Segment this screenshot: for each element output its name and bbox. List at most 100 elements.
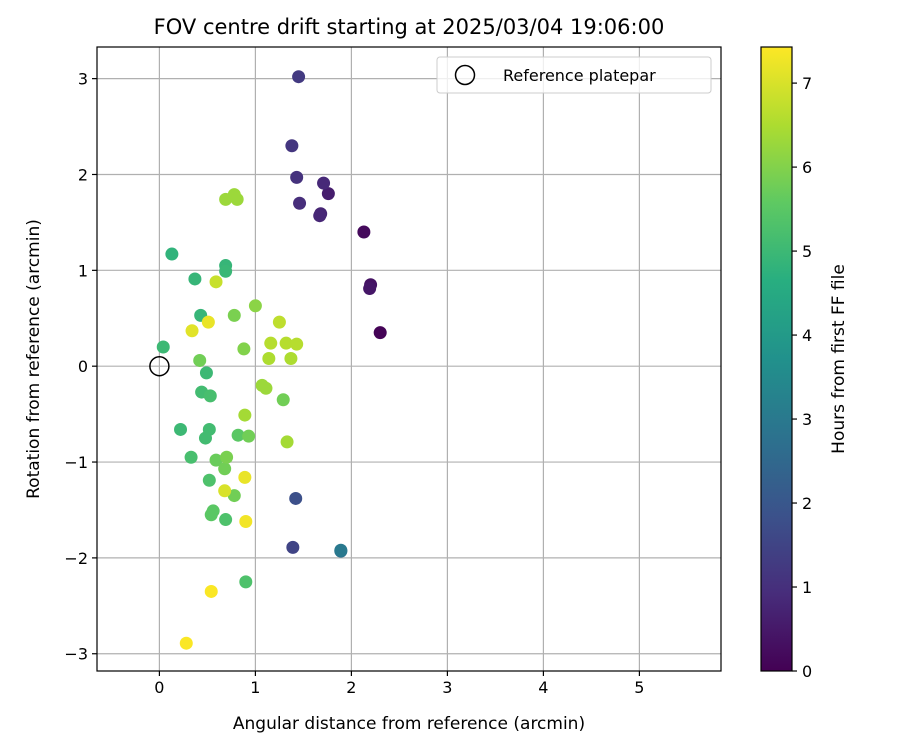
x-tick: 3	[442, 671, 452, 697]
x-tick: 5	[634, 671, 644, 697]
x-tick-label: 1	[250, 678, 260, 697]
x-tick: 2	[346, 671, 356, 697]
grid	[97, 47, 721, 671]
colorbar-tick-label: 4	[802, 326, 812, 345]
colorbar-tick: 7	[792, 74, 812, 93]
scatter-point	[317, 176, 331, 190]
scatter-point	[292, 70, 306, 84]
scatter-point	[262, 352, 276, 366]
scatter-point	[238, 408, 252, 422]
scatter-point	[259, 381, 273, 395]
scatter-point	[248, 299, 262, 313]
plot-area-frame	[96, 46, 722, 672]
x-tick: 1	[250, 671, 260, 697]
scatter-point	[156, 340, 170, 354]
scatter-point	[373, 326, 387, 340]
scatter-point	[357, 225, 371, 239]
scatter-point	[321, 187, 335, 201]
data-points	[156, 70, 387, 650]
y-tick-label: 2	[78, 165, 88, 184]
x-tick-label: 3	[442, 678, 452, 697]
scatter-point	[230, 192, 244, 206]
scatter-point	[220, 450, 234, 464]
colorbar: 0 1 2 3 4 5 6 7 Hours from first FF file	[760, 46, 849, 681]
y-tick: −3	[64, 645, 97, 664]
y-tick: 0	[78, 357, 97, 376]
scatter-point	[239, 514, 253, 528]
scatter-point	[209, 453, 223, 467]
y-tick: 3	[78, 70, 97, 89]
legend-marker-icon	[454, 64, 476, 86]
scatter-point	[231, 428, 245, 442]
colorbar-tick-label: 3	[802, 410, 812, 429]
scatter-point	[219, 264, 233, 278]
colorbar-tick: 5	[792, 242, 812, 261]
scatter-point	[199, 366, 213, 380]
scatter-point	[203, 389, 217, 403]
y-tick-label: 0	[78, 357, 88, 376]
scatter-point	[280, 435, 294, 449]
colorbar-tick: 4	[792, 326, 812, 345]
scatter-point	[289, 491, 303, 505]
y-tick-label: −3	[64, 645, 88, 664]
x-axis-label: Angular distance from reference (arcmin)	[233, 714, 585, 734]
scatter-point	[284, 352, 298, 366]
colorbar-label: Hours from first FF file	[829, 264, 849, 454]
scatter-point	[334, 543, 348, 557]
colorbar-tick: 6	[792, 158, 812, 177]
y-tick: −2	[64, 549, 97, 568]
scatter-point	[293, 196, 307, 210]
colorbar-tick-label: 5	[802, 242, 812, 261]
scatter-point	[193, 353, 207, 367]
colorbar-tick-label: 0	[802, 662, 812, 681]
colorbar-tick: 3	[792, 410, 812, 429]
scatter-point	[218, 462, 232, 476]
legend: Reference platepar	[436, 56, 712, 94]
x-tick: 0	[154, 671, 164, 697]
scatter-point	[227, 308, 241, 322]
scatter-point	[204, 508, 218, 522]
scatter-point	[165, 247, 179, 261]
scatter-point	[276, 393, 290, 407]
scatter-point	[237, 342, 251, 356]
colorbar-tick-label: 6	[802, 158, 812, 177]
colorbar-tick: 2	[792, 494, 812, 513]
colorbar-tick-label: 7	[802, 74, 812, 93]
scatter-point	[272, 315, 286, 329]
scatter-point	[279, 336, 293, 350]
colorbar-tick-label: 2	[802, 494, 812, 513]
scatter-point	[201, 315, 215, 329]
reference-platepar-marker	[149, 355, 170, 377]
scatter-point	[227, 489, 241, 503]
y-tick-label: −2	[64, 549, 88, 568]
y-axis-ticks: −3 −2 −1 0 1 2 3	[64, 70, 97, 664]
y-tick: −1	[64, 453, 97, 472]
chart-title: FOV centre drift starting at 2025/03/04 …	[154, 15, 665, 39]
x-axis-ticks: 0 1 2 3 4 5	[154, 671, 644, 697]
scatter-point	[209, 275, 223, 289]
scatter-point	[313, 209, 327, 223]
colorbar-gradient	[760, 46, 793, 672]
x-tick-label: 4	[538, 678, 548, 697]
x-tick-label: 0	[154, 678, 164, 697]
y-axis-label: Rotation from reference (arcmin)	[24, 219, 44, 499]
x-tick-label: 5	[634, 678, 644, 697]
scatter-point	[218, 484, 232, 498]
x-tick-label: 2	[346, 678, 356, 697]
scatter-point	[290, 337, 304, 351]
scatter-point	[286, 540, 300, 554]
scatter-point	[188, 272, 202, 286]
legend-label: Reference platepar	[503, 66, 656, 85]
scatter-point	[242, 429, 256, 443]
x-tick: 4	[538, 671, 548, 697]
scatter-point	[204, 584, 218, 598]
scatter-point	[239, 575, 253, 589]
y-tick-label: 1	[78, 261, 88, 280]
y-tick-label: −1	[64, 453, 88, 472]
colorbar-tick: 0	[792, 662, 812, 681]
scatter-point	[264, 336, 278, 350]
scatter-point	[179, 636, 193, 650]
scatter-point	[285, 139, 299, 153]
colorbar-tick-label: 1	[802, 578, 812, 597]
